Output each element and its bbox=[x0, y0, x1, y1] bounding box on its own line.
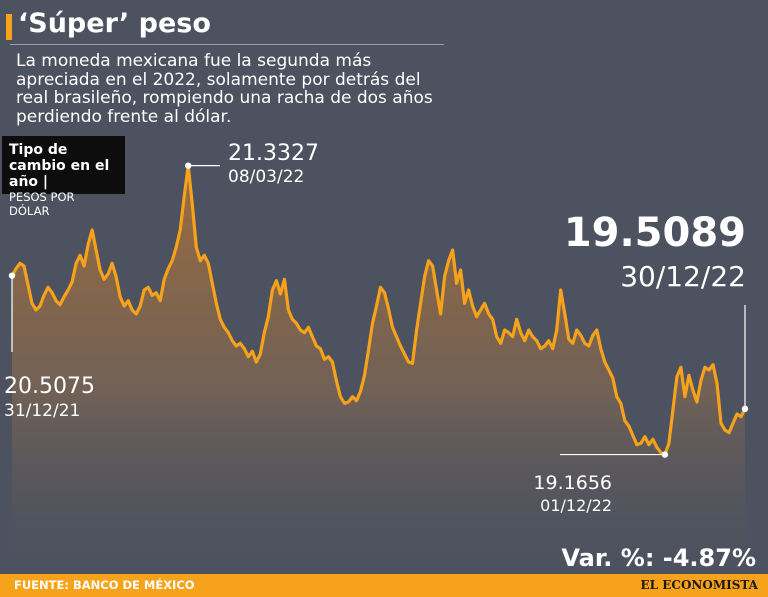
max-point bbox=[185, 162, 192, 169]
series-line bbox=[10, 164, 747, 457]
variation-label: Var. %: -4.87% bbox=[561, 544, 756, 572]
source-credit: FUENTE: BANCO DE MÉXICO bbox=[14, 578, 195, 592]
series-label-box: Tipo de cambio en el año | PESOS POR DÓL… bbox=[2, 136, 125, 218]
chart-subtitle: La moneda mexicana fue la segunda más ap… bbox=[16, 51, 433, 127]
min-marker: 19.1656 01/12/22 bbox=[533, 451, 669, 515]
series-label-title: Tipo de cambio en el año | bbox=[9, 142, 110, 190]
series-label-unit: PESOS POR DÓLAR bbox=[9, 190, 75, 218]
series-area bbox=[12, 165, 745, 574]
end-date-label: 30/12/22 bbox=[620, 260, 746, 293]
chart-title: ‘Súper’ peso bbox=[18, 8, 211, 39]
start-marker: 20.5075 31/12/21 bbox=[4, 272, 95, 421]
start-point bbox=[8, 272, 16, 279]
end-point bbox=[741, 405, 749, 413]
start-value-label: 20.5075 bbox=[4, 374, 95, 399]
max-marker: 21.3327 08/03/22 bbox=[185, 141, 319, 187]
max-value-label: 21.3327 bbox=[228, 141, 319, 166]
title-rule bbox=[10, 44, 444, 45]
max-date-label: 08/03/22 bbox=[228, 167, 304, 187]
end-marker: 19.5089 30/12/22 bbox=[564, 210, 749, 413]
brand-logo: EL ECONOMISTA bbox=[640, 578, 758, 592]
min-point bbox=[661, 451, 669, 458]
start-date-label: 31/12/21 bbox=[4, 401, 80, 421]
footer-bar: FUENTE: BANCO DE MÉXICO EL ECONOMISTA bbox=[0, 574, 768, 597]
min-value-label: 19.1656 bbox=[533, 472, 612, 494]
end-value-label: 19.5089 bbox=[564, 210, 746, 256]
title-accent-bar bbox=[6, 14, 12, 40]
min-date-label: 01/12/22 bbox=[540, 496, 612, 515]
